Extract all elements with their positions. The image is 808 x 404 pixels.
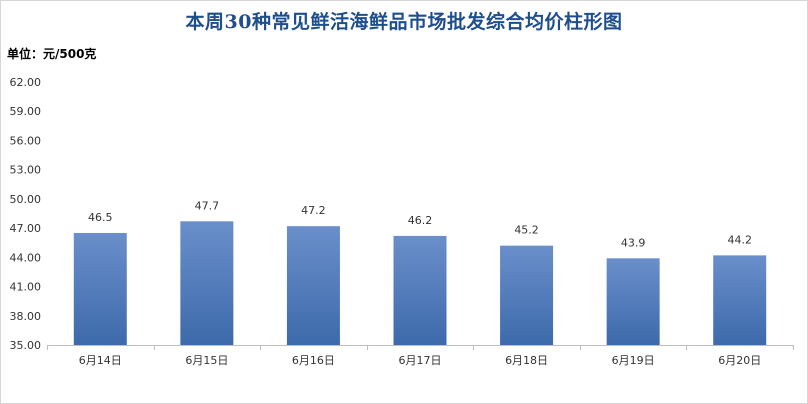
x-category-label: 6月20日	[718, 354, 761, 367]
y-axis-ticks: 35.00 38.00 41.00 44.00 47.00 50.00 53.00 56.00…	[10, 76, 42, 352]
x-axis: 6月14日 6月15日 6月16日 6月17日 6月18日 6月19日 6月20日	[47, 345, 794, 367]
bar-value-label: 47.7	[195, 199, 220, 212]
bar	[606, 258, 660, 345]
bar-value-label: 45.2	[514, 224, 539, 237]
y-tick-label: 56.00	[10, 134, 42, 147]
y-tick-label: 38.00	[10, 310, 42, 323]
x-category-label: 6月18日	[505, 354, 548, 367]
y-tick-label: 50.00	[10, 193, 42, 206]
bars	[73, 221, 767, 345]
x-category-label: 6月14日	[79, 354, 122, 367]
bar-value-label: 44.2	[727, 233, 752, 246]
bar-value-label: 47.2	[301, 204, 326, 217]
x-category-label: 6月19日	[612, 354, 655, 367]
y-tick-label: 41.00	[10, 281, 42, 294]
value-labels: 46.5 47.7 47.2 46.2 45.2 43.9 44.2	[88, 199, 752, 249]
chart-title: 本周30种常见鲜活海鲜品市场批发综合均价柱形图	[185, 11, 623, 33]
bar	[180, 221, 234, 345]
bar	[393, 235, 447, 345]
y-tick-label: 47.00	[10, 222, 42, 235]
y-tick-label: 53.00	[10, 164, 42, 177]
y-tick-label: 59.00	[10, 105, 42, 118]
bar-value-label: 43.9	[621, 236, 646, 249]
y-tick-label: 62.00	[10, 76, 42, 89]
bar	[286, 226, 340, 345]
y-tick-label: 35.00	[10, 339, 42, 352]
bar	[500, 245, 554, 345]
bar-value-label: 46.5	[88, 211, 113, 224]
x-category-label: 6月16日	[292, 354, 335, 367]
x-category-label: 6月17日	[399, 354, 442, 367]
x-category-label: 6月15日	[185, 354, 228, 367]
bar-value-label: 46.2	[408, 214, 433, 227]
bar	[73, 232, 127, 345]
bar	[713, 255, 767, 345]
unit-label: 单位：元/500克	[7, 47, 97, 61]
y-tick-label: 44.00	[10, 251, 42, 264]
